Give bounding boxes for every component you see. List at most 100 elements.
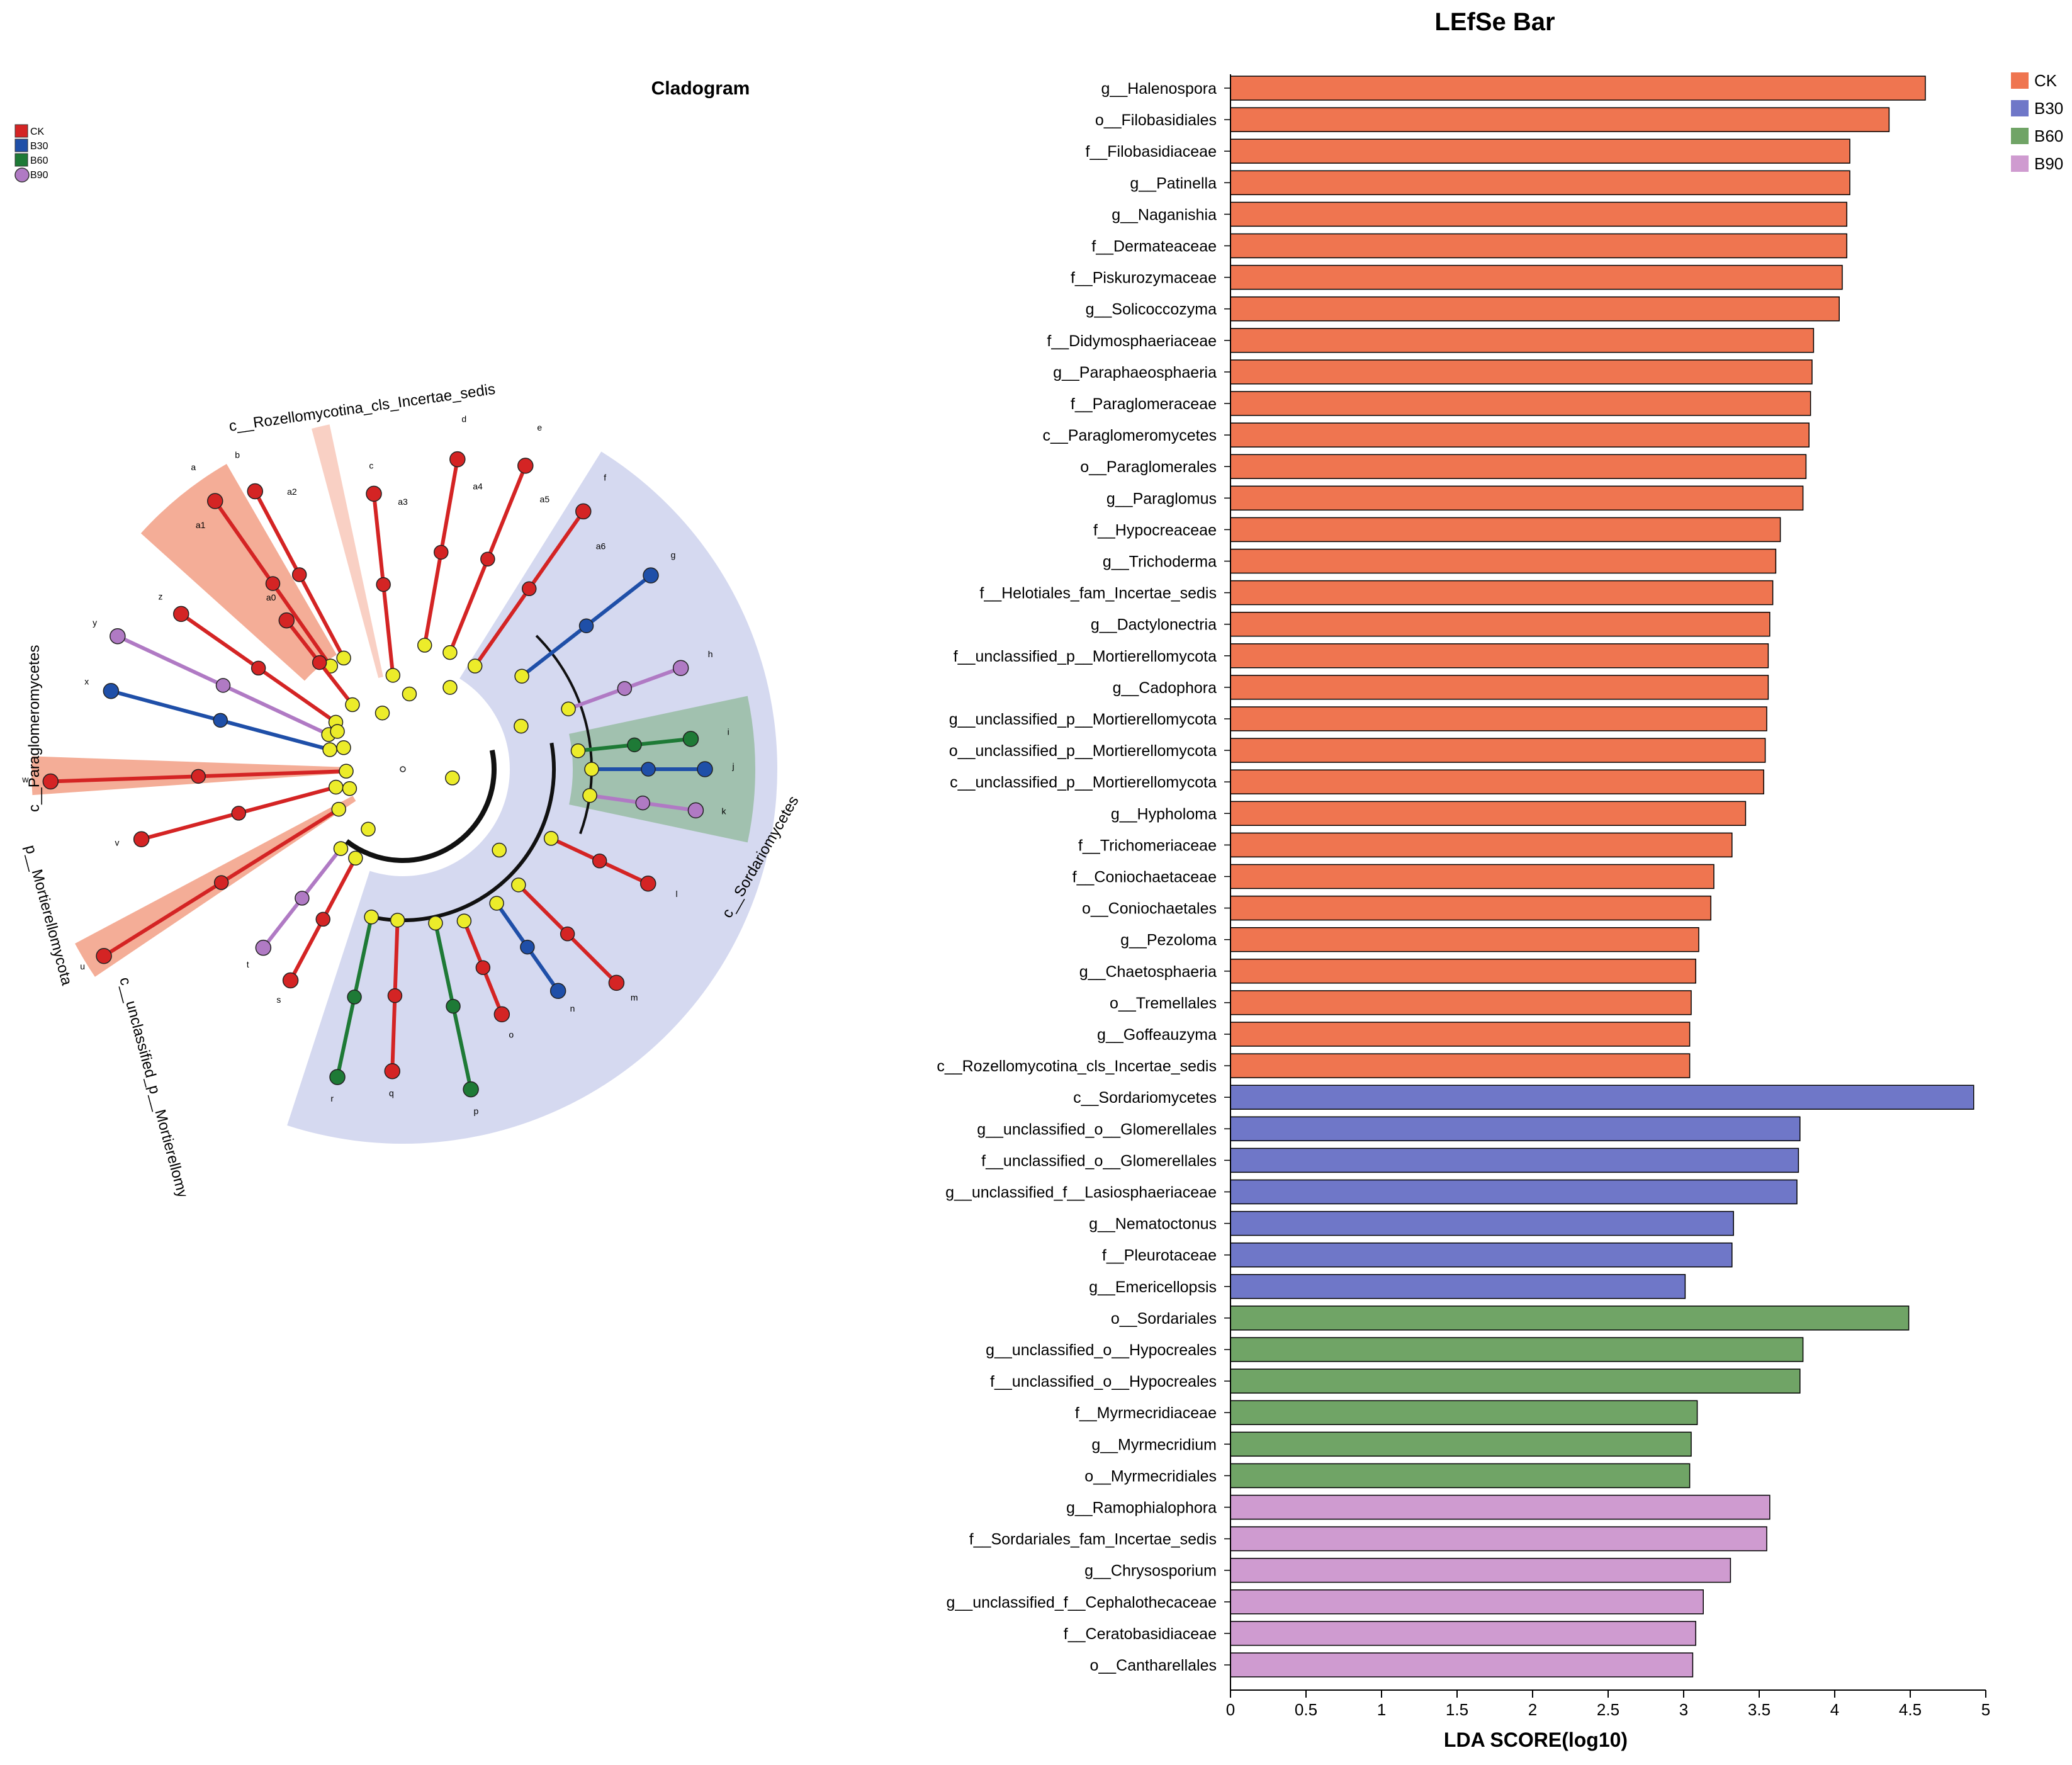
tree-node (449, 451, 466, 468)
bar-label: f__unclassified_p__Mortierellomycota (954, 648, 1217, 665)
tree-node (206, 493, 223, 509)
tree-node (191, 769, 206, 784)
node-letter: y (93, 617, 97, 628)
tree-node (385, 668, 401, 683)
x-tick-label: 3.5 (1748, 1700, 1771, 1719)
bar (1230, 675, 1769, 700)
node-letter: i (728, 727, 729, 737)
tree-node (315, 911, 330, 927)
legend-swatch (14, 124, 28, 138)
tree-node (446, 998, 461, 1014)
tree-node (511, 877, 526, 893)
tree-node (608, 974, 625, 991)
bar-label: o__Paraglomerales (1080, 458, 1217, 476)
tree-node (592, 854, 607, 869)
node-letter: v (115, 838, 120, 848)
tree-backbone-arc (535, 634, 593, 835)
bar-label: g__unclassified_p__Mortierellomycota (949, 711, 1217, 728)
bar (1230, 1431, 1692, 1457)
tree-node (251, 660, 266, 676)
bar (1230, 1557, 1731, 1583)
node-letter: r (330, 1093, 334, 1103)
tree-node (330, 724, 345, 739)
tree-node (434, 544, 449, 560)
tree-node (265, 576, 281, 591)
bar (1230, 138, 1850, 164)
bar-label: g__unclassified_o__Hypocreales (986, 1341, 1217, 1359)
bar (1230, 359, 1813, 385)
legend-label: B30 (30, 141, 48, 152)
tree-node (442, 645, 458, 660)
bar-marks: g__Halenospora o__Filobasidiales f__Filoba… (937, 76, 1974, 1678)
tree-node (291, 567, 307, 582)
node-letter: q (389, 1088, 394, 1098)
tree-backbone-arc (376, 742, 556, 922)
node-letter: x (84, 676, 89, 686)
tree-node (463, 1081, 479, 1098)
cladogram-legend: CK B30 B60 B90 (14, 124, 48, 183)
bar (1230, 201, 1847, 227)
tree-node (489, 896, 504, 911)
tree-backbone-arc (345, 750, 497, 863)
tree-node (328, 779, 344, 795)
cladogram-tree: c__Rozellomycotina_cls_Incertae_sedis c__… (21, 381, 802, 1227)
node-letter: z (158, 591, 162, 601)
tree-node (231, 806, 246, 821)
tree-node (522, 581, 537, 597)
tree-node (402, 686, 417, 702)
bar-label: g__Emericellopsis (1089, 1278, 1217, 1296)
bar (1230, 959, 1696, 984)
bar (1230, 1621, 1696, 1646)
node-letter: a3 (398, 497, 408, 507)
x-axis: 0 0.5 1 1.5 2 2.5 3 3.5 4 4.5 5 (1226, 74, 1990, 1719)
clade-label: c__Paraglomeromycetes (26, 645, 43, 812)
legend-swatch (14, 167, 30, 183)
bar-label: c__Rozellomycotina_cls_Incertae_sedis (937, 1057, 1217, 1075)
tree-node (384, 1063, 400, 1080)
x-tick-label: 2.5 (1597, 1700, 1619, 1719)
tree-node (390, 913, 405, 928)
bar (1230, 454, 1807, 479)
bar (1230, 76, 1926, 101)
clade-highlight-rozellomycotina (312, 424, 383, 679)
bar (1230, 1494, 1771, 1520)
bar (1230, 170, 1850, 196)
bar (1230, 107, 1890, 132)
bar (1230, 643, 1769, 668)
legend-swatch (14, 138, 28, 152)
bar-label: f__unclassified_o__Hypocreales (990, 1373, 1217, 1390)
legend-label: CK (2034, 71, 2058, 90)
tree-node (492, 842, 507, 858)
node-letter: a1 (196, 520, 206, 530)
tree-node (331, 801, 346, 817)
bar-label: g__Chaetosphaeria (1079, 963, 1217, 981)
bar-label: g__unclassified_f__Cephalothecaceae (947, 1594, 1217, 1611)
node-letter: u (80, 961, 85, 971)
node-letter: e (537, 422, 542, 432)
node-letter: a0 (266, 592, 276, 602)
tree-node (342, 781, 358, 796)
tree-node (329, 1069, 346, 1085)
node-letter: w (21, 774, 29, 784)
bar-label: f__Hypocreaceae (1093, 521, 1217, 539)
tree-node (687, 802, 704, 819)
bar (1230, 422, 1810, 448)
node-letter: g (671, 550, 676, 560)
legend-label: B90 (2034, 154, 2063, 173)
tree-node (387, 988, 403, 1003)
tree-node (345, 697, 360, 713)
legend-swatch (2011, 155, 2029, 172)
tree-node (366, 485, 382, 502)
tree-node (560, 926, 575, 942)
node-letter: a6 (596, 541, 606, 551)
bar-label: g__unclassified_o__Glomerellales (977, 1120, 1217, 1138)
tree-node (336, 740, 351, 755)
bar-label: c__unclassified_p__Mortierellomycota (950, 774, 1217, 791)
tree-node (361, 821, 376, 837)
node-letter: k (721, 806, 726, 816)
tree-node (493, 1006, 510, 1023)
lefse-bar-svg: LEfSe Bar LDA SCORE(log10) CK B30 B60 B90 g… (937, 8, 2063, 1751)
bar-label: f__Helotiales_fam_Incertae_sedis (979, 585, 1217, 602)
bar-label: g__Halenospora (1101, 80, 1217, 98)
tree-node (282, 972, 299, 989)
